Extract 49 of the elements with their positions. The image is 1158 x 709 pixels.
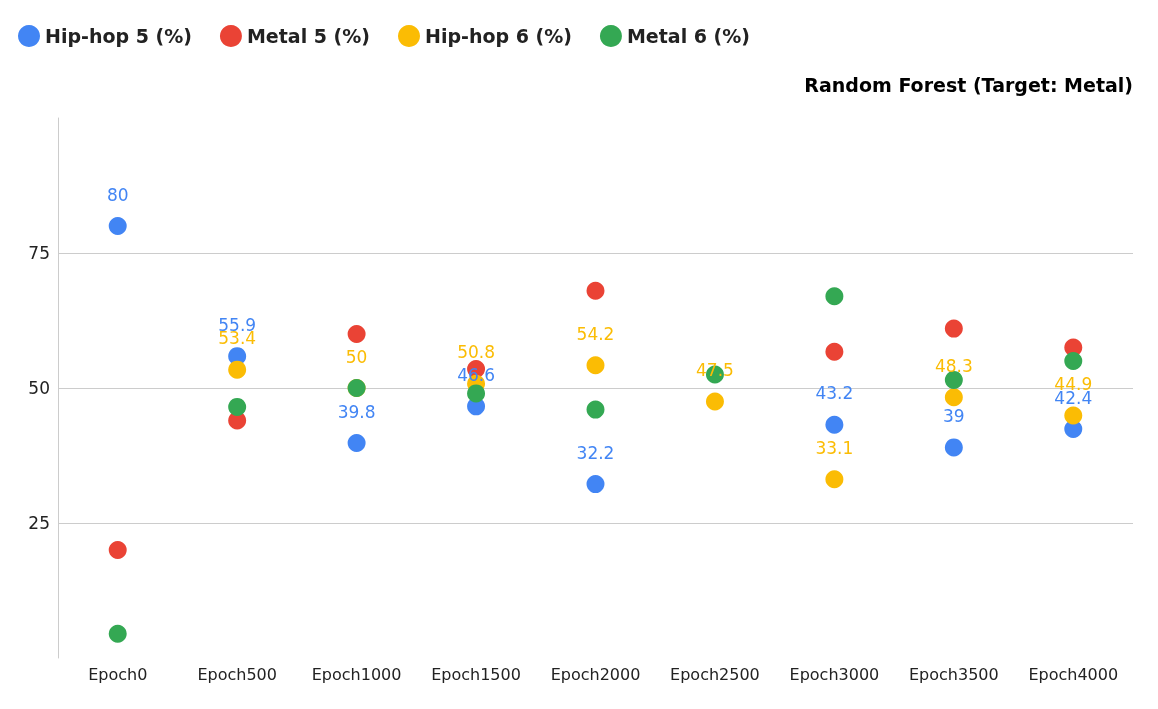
legend-label: Metal 6 (%) <box>626 25 751 47</box>
x-tick-label: Epoch1500 <box>431 664 521 684</box>
data-label: 39.8 <box>337 401 376 422</box>
point <box>944 438 963 457</box>
point <box>586 475 605 494</box>
point <box>705 392 724 411</box>
point <box>1064 406 1083 425</box>
point <box>825 287 844 306</box>
x-tick-label: Epoch2500 <box>670 664 760 684</box>
data-label: 50.8 <box>457 342 495 363</box>
data-label: 33.1 <box>815 437 854 458</box>
point <box>108 217 127 235</box>
data-label: 80 <box>106 184 129 205</box>
point <box>228 397 247 416</box>
point <box>944 388 963 407</box>
point <box>108 541 127 559</box>
point <box>586 281 605 300</box>
point <box>228 360 247 379</box>
point <box>108 624 127 643</box>
x-tick-label: Epoch3000 <box>789 664 880 684</box>
legend-label: Metal 5 (%) <box>246 25 371 47</box>
data-label: 32.2 <box>576 442 615 463</box>
data-label: 43.2 <box>815 383 854 404</box>
data-label: 54.2 <box>576 323 615 344</box>
x-tick-label: Epoch3500 <box>908 664 999 684</box>
point <box>347 434 366 453</box>
data-label: 39 <box>943 405 965 426</box>
y-tick-label: 25 <box>28 513 50 533</box>
point <box>825 342 844 361</box>
point <box>944 319 963 338</box>
point <box>586 400 605 419</box>
point <box>586 356 605 375</box>
x-tick-label: Epoch1000 <box>311 664 402 684</box>
chart-title: Random Forest (Target: Metal) <box>804 73 1134 96</box>
data-label: 48.3 <box>934 355 973 376</box>
x-tick-label: Epoch500 <box>197 664 277 684</box>
x-tick-label: Epoch4000 <box>1028 664 1119 684</box>
point <box>825 415 844 434</box>
point <box>467 384 486 403</box>
x-tick-label: Epoch0 <box>88 664 148 684</box>
data-label: 50 <box>345 346 368 367</box>
point <box>825 470 844 489</box>
legend-label: Hip-hop 5 (%) <box>45 25 192 47</box>
point <box>1064 352 1083 370</box>
legend-label: Hip-hop 6 (%) <box>425 25 572 47</box>
x-tick-label: Epoch2000 <box>550 664 641 684</box>
y-tick-label: 75 <box>28 243 50 263</box>
point <box>347 325 366 343</box>
y-tick-label: 50 <box>28 378 50 398</box>
